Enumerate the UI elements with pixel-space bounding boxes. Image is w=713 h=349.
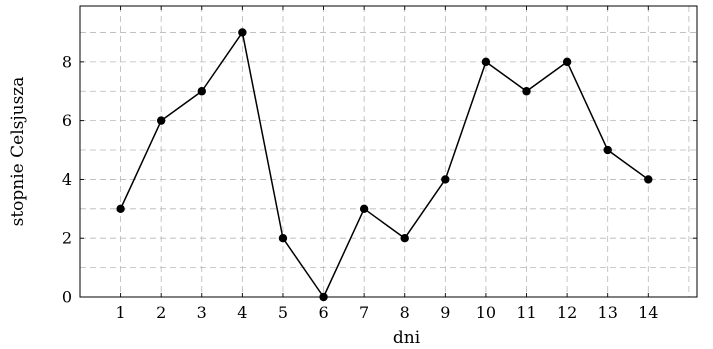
- data-point: [319, 292, 328, 302]
- y-tick-label: 6: [62, 111, 72, 130]
- y-tick-label: 0: [62, 288, 72, 307]
- x-axis-ticks: 1 2 3 4 5 6 7 8 9 10 11 12 13 14: [115, 6, 658, 322]
- data-point: [197, 87, 206, 96]
- x-tick-label: 5: [278, 303, 288, 322]
- x-tick-label: 13: [598, 303, 618, 322]
- data-point: [238, 28, 247, 37]
- x-tick-label: 2: [156, 303, 166, 322]
- x-tick-label: 10: [476, 303, 496, 322]
- x-tick-label: 8: [400, 303, 410, 322]
- data-point: [278, 234, 288, 243]
- data-point: [116, 204, 125, 214]
- data-point: [359, 204, 369, 214]
- data-point: [603, 145, 612, 155]
- series: [116, 28, 653, 302]
- x-tick-label: 1: [115, 303, 125, 322]
- x-tick-label: 9: [440, 303, 450, 322]
- y-tick-label: 8: [62, 52, 72, 71]
- y-axis-label: stopnie Celsjusza: [8, 77, 28, 227]
- x-tick-label: 12: [557, 303, 577, 322]
- data-point: [562, 57, 572, 67]
- data-point: [156, 116, 166, 125]
- x-tick-label: 4: [237, 303, 247, 322]
- plot-frame: [79, 5, 698, 298]
- x-axis-label: dni: [393, 328, 421, 348]
- x-tick-label: 11: [516, 303, 536, 322]
- x-tick-label: 7: [359, 303, 369, 322]
- data-point: [644, 175, 653, 184]
- x-tick-label: 6: [318, 303, 328, 322]
- data-point: [481, 57, 491, 67]
- data-point: [400, 234, 409, 243]
- data-point: [441, 175, 450, 184]
- y-tick-label: 4: [62, 170, 72, 189]
- x-tick-label: 14: [638, 303, 658, 322]
- data-point: [522, 87, 531, 96]
- y-tick-label: 2: [62, 229, 72, 248]
- x-tick-label: 3: [197, 303, 207, 322]
- series-line: [119, 31, 649, 298]
- y-axis-ticks: 0 2 4 6 8: [62, 52, 697, 307]
